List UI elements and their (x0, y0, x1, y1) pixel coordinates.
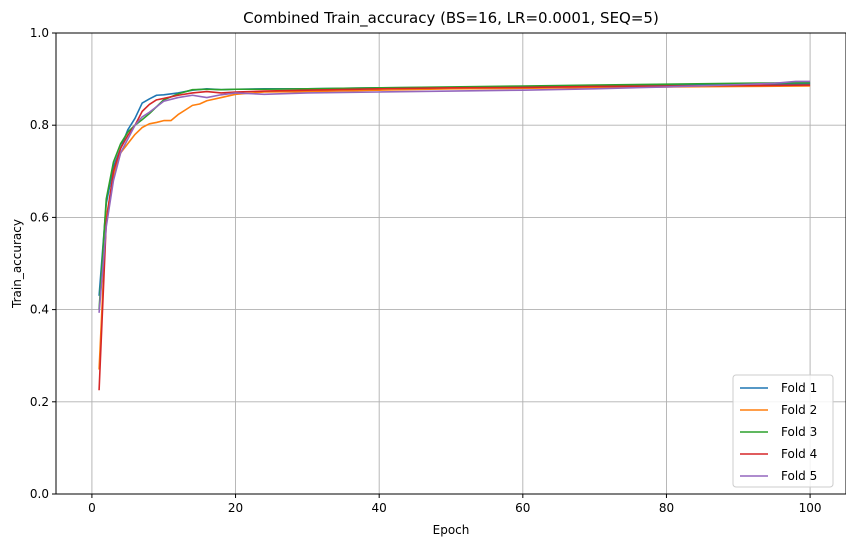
x-tick-label: 80 (659, 501, 674, 515)
series-line-fold-3 (98, 81, 811, 310)
y-tick-label: 0.0 (30, 487, 49, 501)
y-tick-label: 1.0 (30, 26, 49, 40)
plot-frame (55, 32, 846, 495)
legend-label-fold-5: Fold 5 (781, 469, 817, 483)
legend: Fold 1 Fold 2 Fold 3 Fold 4 Fold 5 (732, 374, 834, 488)
x-axis-label: Epoch (433, 523, 470, 537)
y-axis-ticks: 0.0 0.2 0.4 0.6 0.8 1.0 (30, 26, 56, 501)
legend-box (732, 374, 834, 488)
x-tick-label: 100 (799, 501, 822, 515)
y-tick-label: 0.6 (30, 210, 49, 224)
x-axis-ticks: 0 20 40 60 80 100 (88, 494, 822, 515)
y-axis-label: Train_accuracy (10, 219, 24, 309)
legend-label-fold-2: Fold 2 (781, 403, 817, 417)
series-line-fold-4 (98, 84, 811, 391)
series-line-fold-5 (98, 80, 811, 313)
x-tick-label: 0 (88, 501, 96, 515)
x-tick-label: 20 (228, 501, 243, 515)
legend-label-fold-4: Fold 4 (781, 447, 817, 461)
x-tick-label: 60 (515, 501, 530, 515)
y-tick-label: 0.4 (30, 303, 49, 317)
y-tick-label: 0.2 (30, 395, 49, 409)
legend-label-fold-3: Fold 3 (781, 425, 817, 439)
series-layer (98, 80, 811, 391)
x-gridlines (91, 33, 811, 494)
legend-label-fold-1: Fold 1 (781, 381, 817, 395)
series-line-fold-2 (98, 85, 811, 370)
chart-title: Combined Train_accuracy (BS=16, LR=0.000… (243, 9, 659, 28)
y-tick-label: 0.8 (30, 118, 49, 132)
x-tick-label: 40 (372, 501, 387, 515)
